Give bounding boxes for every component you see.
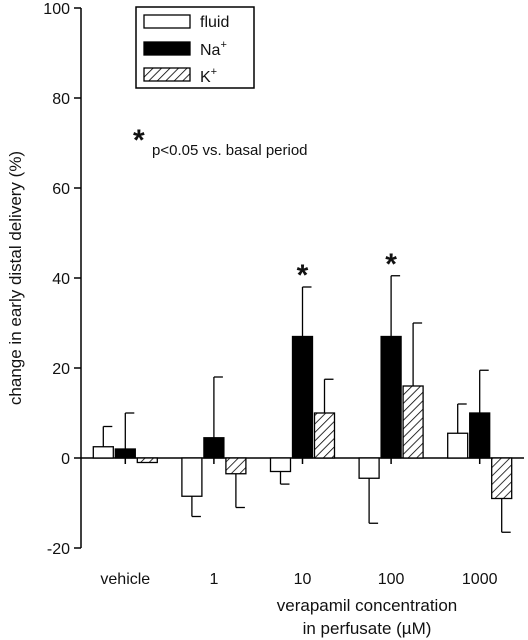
- bar: [203, 437, 225, 459]
- legend-label-k: K+: [200, 66, 217, 86]
- significance-star: *: [297, 259, 309, 292]
- legend-label-na-base: Na: [200, 42, 221, 59]
- y-tick-label: 40: [52, 271, 70, 288]
- legend-swatch-k: [143, 67, 191, 82]
- y-tick-label: -20: [47, 541, 70, 558]
- y-tick-label: 60: [52, 181, 70, 198]
- x-axis-ticks: vehicle 1 10 100 1000: [100, 458, 498, 588]
- x-tick-label: 1000: [462, 571, 498, 588]
- significance-star: *: [385, 248, 397, 281]
- y-axis-label: change in early distal delivery (%): [6, 151, 25, 405]
- x-tick-label: 1: [209, 571, 218, 588]
- bars: [92, 275, 513, 533]
- legend-swatch-fluid: [143, 14, 191, 29]
- annotation-text: p<0.05 vs. basal period: [152, 142, 308, 159]
- significance-markers: * *: [297, 248, 398, 292]
- bar: [291, 335, 314, 459]
- x-axis-label: verapamil concentration: [277, 596, 457, 615]
- bar: [92, 446, 114, 459]
- bar: [181, 457, 203, 497]
- y-tick-label: 0: [61, 451, 70, 468]
- legend-label-fluid: fluid: [200, 14, 229, 31]
- x-axis-label-line2: in perfusate (µM): [303, 619, 432, 638]
- bar: [358, 457, 380, 479]
- legend: fluid Na+ K+: [135, 6, 255, 89]
- y-tick-label: 100: [43, 1, 70, 18]
- bar: [447, 432, 469, 459]
- legend-swatch-na: [143, 41, 191, 56]
- legend-label-k-base: K: [200, 69, 211, 86]
- x-tick-label: 100: [378, 571, 405, 588]
- bar: [491, 457, 513, 500]
- bar: [402, 385, 424, 459]
- legend-label-na: Na+: [200, 39, 227, 59]
- legend-label-na-sup: +: [220, 39, 226, 51]
- bar: [313, 412, 336, 459]
- bar: [380, 335, 402, 459]
- bar: [114, 448, 136, 459]
- bar: [469, 412, 491, 459]
- annotation-marker: *: [133, 124, 145, 157]
- x-tick-label: 10: [294, 571, 312, 588]
- x-tick-label: vehicle: [100, 571, 150, 588]
- y-axis-ticks: -20 0 20 40 60 80 100: [43, 1, 81, 558]
- y-tick-label: 20: [52, 361, 70, 378]
- bar: [269, 457, 292, 473]
- bar: [136, 457, 158, 464]
- legend-label-k-sup: +: [211, 66, 217, 78]
- bar: [225, 457, 247, 475]
- y-tick-label: 80: [52, 91, 70, 108]
